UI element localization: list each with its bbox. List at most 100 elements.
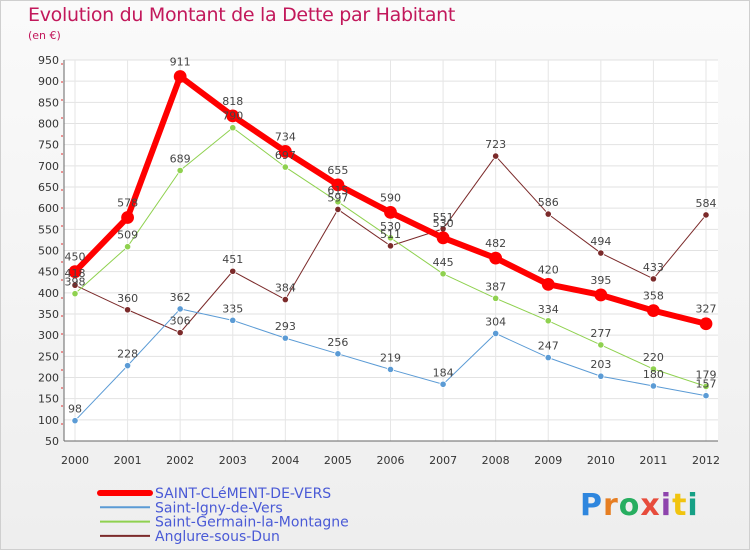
data-label-1: 362 [170,291,191,304]
series-point-0 [649,275,658,283]
data-label-0: 306 [170,315,191,328]
series-point-3 [226,109,240,123]
data-label-2: 387 [485,280,506,293]
series-point-2 [544,317,552,325]
data-label-1: 203 [590,358,611,371]
series-layer [68,70,713,425]
x-tick-label: 2010 [587,454,615,467]
series-point-3 [173,70,187,83]
data-label-1: 304 [485,315,506,328]
data-label-0: 360 [117,292,138,305]
y-tick-label: 900 [38,75,59,88]
data-label-0: 511 [380,228,401,241]
series-point-2 [229,124,237,132]
y-tick-label: 800 [38,118,59,131]
legend-label-0: SAINT-CLéMENT-DE-VERS [155,486,331,502]
data-label-2: 179 [696,368,717,381]
series-point-2 [281,163,289,171]
data-label-3: 358 [643,290,664,303]
data-label-3: 420 [538,263,559,276]
x-tick-label: 2003 [219,454,247,467]
series-point-1 [229,316,237,324]
series-point-0 [176,329,184,337]
logo-letter: t [672,488,688,523]
data-label-3: 818 [222,95,243,108]
series-point-0 [597,249,605,257]
data-label-3: 530 [433,217,454,230]
series-point-3 [278,145,292,158]
y-tick-label: 600 [38,202,59,215]
data-label-1: 335 [222,302,243,315]
series-point-1 [281,334,289,342]
x-tick-label: 2009 [534,454,562,467]
data-label-2: 790 [222,110,243,123]
series-point-1 [702,392,710,400]
data-label-2: 509 [117,229,138,242]
data-label-0: 451 [222,253,243,266]
series-point-1 [597,372,605,380]
logo-letter: P [580,488,603,523]
series-point-0 [702,211,710,219]
series-point-1 [649,382,658,390]
y-tick-label: 300 [38,329,59,342]
series-point-1 [176,305,184,313]
series-point-3 [436,231,450,245]
logo-letter: i [687,488,699,523]
x-tick-label: 2006 [377,454,405,467]
series-point-1 [544,354,552,362]
data-label-0: 384 [275,282,296,295]
series-point-2 [439,270,447,278]
logo-letter: r [603,488,619,523]
y-tick-label: 400 [38,287,59,300]
data-label-2: 689 [170,152,191,165]
series-point-1 [492,329,500,338]
data-label-1: 219 [380,351,401,364]
series-point-3 [68,265,82,279]
data-label-1: 228 [117,348,138,361]
data-label-2: 277 [590,327,611,340]
y-tick-label: 350 [38,308,59,321]
data-label-0: 433 [643,261,664,274]
x-tick-label: 2002 [166,454,194,467]
series-point-2 [334,198,342,206]
series-point-1 [439,380,447,388]
data-label-0: 584 [696,197,717,210]
data-label-1: 256 [327,336,348,349]
data-label-3: 450 [65,251,86,264]
data-label-1: 247 [538,340,559,353]
data-label-0: 723 [485,138,506,151]
series-point-0 [492,152,500,160]
data-label-1: 184 [433,366,454,379]
x-tick-label: 2001 [114,454,142,467]
data-label-3: 327 [696,303,717,316]
series-point-0 [123,306,132,314]
series-point-2 [492,294,500,302]
x-tick-label: 2004 [271,454,299,467]
series-point-0 [334,205,342,214]
y-tick-label: 500 [38,245,59,258]
data-labels: 418 360 306 451 384 597 511 551 723 586 494 433 584 9… [65,56,717,416]
x-tick-label: 2005 [324,454,352,467]
series-point-2 [597,341,605,349]
series-point-3 [489,251,503,265]
series-point-1 [334,350,342,358]
series-point-3 [384,205,397,219]
data-label-2: 697 [275,149,296,162]
data-label-0: 494 [590,235,611,248]
data-label-3: 482 [485,237,506,250]
series-point-1 [71,417,79,425]
data-label-1: 157 [696,378,717,391]
series-point-0 [544,210,552,218]
series-point-2 [386,234,395,242]
data-label-2: 220 [643,351,664,364]
series-point-2 [176,166,184,175]
x-tick-label: 2012 [692,454,720,467]
series-point-0 [71,281,79,289]
data-label-3: 655 [327,164,348,177]
x-tick-label: 2000 [61,454,89,467]
series-point-3 [121,211,134,224]
data-label-0: 418 [65,267,86,280]
data-label-0: 551 [433,211,454,224]
series-point-3 [647,304,660,318]
